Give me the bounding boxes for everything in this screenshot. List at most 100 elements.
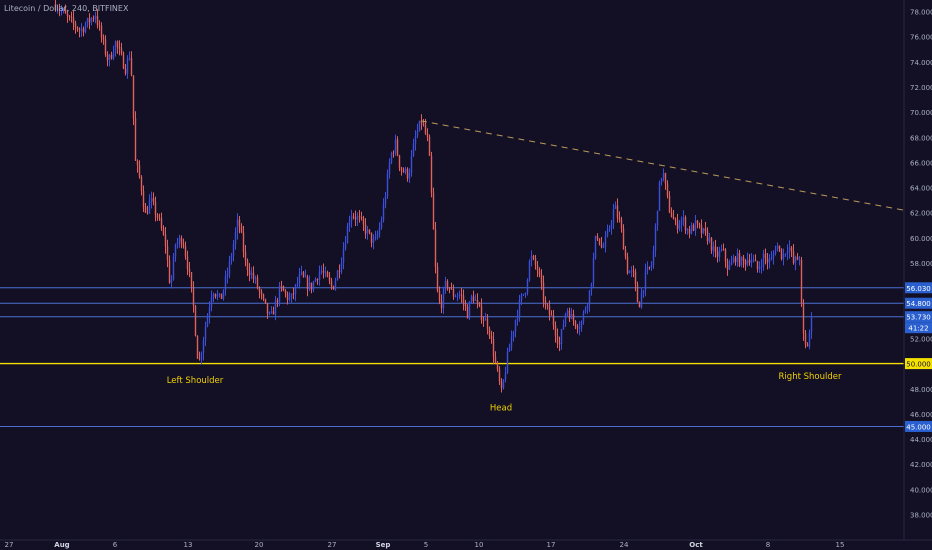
annotation-label[interactable]: Head — [490, 404, 512, 414]
candle-body — [110, 54, 113, 59]
candle-body — [278, 286, 281, 302]
time-axis[interactable]: 27 Aug 6 13 20 27 Sep 5 10 17 24 Oct 8 15 — [5, 541, 845, 549]
candle-body — [216, 294, 219, 297]
candle-body — [782, 253, 785, 260]
candle-body — [448, 287, 451, 289]
candle-body — [596, 236, 599, 239]
candle-body — [670, 212, 673, 217]
candle-body — [196, 335, 199, 359]
y-tick-label: 46.000 — [910, 411, 932, 419]
candle-body — [296, 283, 299, 285]
y-tick-label: 44.000 — [910, 436, 932, 444]
candle-body — [492, 338, 495, 357]
candle-body — [436, 266, 439, 291]
candle-body — [242, 232, 245, 253]
candle-body — [214, 293, 217, 297]
level-price-badge: 56.030 — [906, 285, 931, 293]
y-tick-label: 64.000 — [910, 185, 932, 193]
candle-body — [650, 265, 653, 268]
candle-body — [788, 247, 791, 252]
candle-body — [422, 123, 425, 125]
annotations-layer: Left Shoulder Head Right Shoulder — [167, 372, 842, 413]
candle-body — [372, 239, 375, 243]
candle-body — [592, 257, 595, 284]
candle-body — [160, 218, 163, 229]
candle-body — [530, 256, 533, 262]
candle-body — [302, 272, 305, 277]
candle-body — [740, 256, 743, 266]
y-tick-label: 76.000 — [910, 34, 932, 42]
candle-body — [734, 257, 737, 263]
candle-body — [358, 216, 361, 217]
candle-body — [652, 250, 655, 266]
candle-body — [312, 281, 315, 290]
candle-body — [348, 221, 351, 227]
candle-body — [532, 256, 535, 258]
candle-body — [786, 251, 789, 254]
candle-body — [356, 216, 359, 220]
current-price-badge-bg — [905, 311, 932, 323]
candle-body — [616, 205, 619, 218]
candle-body — [636, 284, 639, 303]
annotation-label[interactable]: Left Shoulder — [167, 376, 224, 386]
candle-body — [204, 326, 207, 341]
candle-body — [418, 120, 421, 131]
candle-body — [164, 234, 167, 247]
x-tick-label: 8 — [766, 541, 770, 549]
candle-body — [400, 167, 403, 171]
candle-body — [810, 316, 813, 333]
candle-body — [784, 253, 787, 255]
candle-body — [350, 216, 353, 222]
candle-body — [728, 265, 731, 270]
candle-body — [508, 347, 511, 352]
candle-body — [752, 259, 755, 261]
candle-body — [778, 245, 781, 249]
support-price-badge-bg — [905, 358, 932, 370]
chart-title: Litecoin / Dollar, 240, BITFINEX — [4, 4, 129, 13]
candle-body — [802, 302, 805, 334]
candle-body — [576, 326, 579, 329]
candle-body — [236, 219, 239, 233]
annotation-label[interactable]: Right Shoulder — [779, 372, 842, 382]
candle-body — [288, 298, 291, 300]
candle-body — [54, 3, 57, 10]
candle-body — [248, 270, 251, 276]
candle-body — [438, 290, 441, 301]
candle-body — [320, 270, 323, 272]
candle-body — [622, 228, 625, 250]
candle-body — [676, 220, 679, 229]
candle-body — [594, 236, 597, 258]
candle-body — [404, 168, 407, 173]
candle-body — [506, 351, 509, 374]
candle-body — [730, 261, 733, 266]
candle-body — [638, 302, 641, 308]
candle-body — [60, 10, 63, 12]
candle-body — [84, 24, 87, 33]
candle-body — [790, 247, 793, 252]
candle-body — [256, 277, 259, 288]
candle-body — [72, 17, 75, 24]
level-price-badge-bg — [905, 420, 932, 432]
candle-body — [162, 228, 165, 235]
candle-body — [386, 173, 389, 197]
candle-body — [194, 305, 197, 336]
candle-body — [688, 229, 691, 234]
candle-body — [642, 290, 645, 293]
candle-body — [690, 225, 693, 234]
candle-body — [548, 306, 551, 315]
price-axis[interactable]: 78.000 76.000 74.000 72.000 70.000 68.000 66.0… — [910, 9, 932, 520]
candle-body — [626, 256, 629, 274]
candle-body — [390, 152, 393, 163]
candle-body — [460, 294, 463, 296]
candle-body — [212, 293, 215, 298]
horizontal-lines-layer — [0, 287, 904, 427]
candle-body — [590, 283, 593, 291]
trendline[interactable] — [420, 120, 905, 211]
candle-body — [672, 216, 675, 220]
candle-body — [620, 219, 623, 229]
candle-body — [512, 331, 515, 337]
candle-body — [756, 261, 759, 270]
candle-body — [80, 28, 83, 31]
x-tick-label: 20 — [255, 541, 264, 549]
candle-body — [82, 28, 85, 33]
